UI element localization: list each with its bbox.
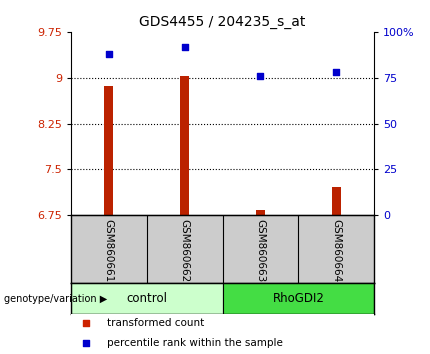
Point bbox=[257, 73, 264, 79]
Text: GSM860661: GSM860661 bbox=[104, 219, 114, 282]
Bar bbox=[256, 210, 265, 215]
Text: GSM860663: GSM860663 bbox=[255, 219, 265, 282]
Text: control: control bbox=[126, 292, 167, 305]
Bar bbox=[180, 76, 189, 215]
Text: genotype/variation ▶: genotype/variation ▶ bbox=[4, 293, 108, 304]
Text: RhoGDI2: RhoGDI2 bbox=[272, 292, 324, 305]
Point bbox=[83, 341, 89, 346]
Point bbox=[105, 51, 112, 57]
Text: GSM860664: GSM860664 bbox=[331, 219, 341, 282]
Text: transformed count: transformed count bbox=[108, 318, 205, 328]
Text: GSM860662: GSM860662 bbox=[180, 219, 190, 282]
Bar bbox=[71, 283, 223, 314]
Point bbox=[333, 69, 340, 75]
Point bbox=[83, 320, 89, 326]
Text: percentile rank within the sample: percentile rank within the sample bbox=[108, 338, 283, 348]
Bar bbox=[223, 283, 374, 314]
Title: GDS4455 / 204235_s_at: GDS4455 / 204235_s_at bbox=[139, 16, 306, 29]
Bar bbox=[104, 86, 114, 215]
Point bbox=[181, 44, 188, 49]
Bar bbox=[332, 187, 341, 215]
